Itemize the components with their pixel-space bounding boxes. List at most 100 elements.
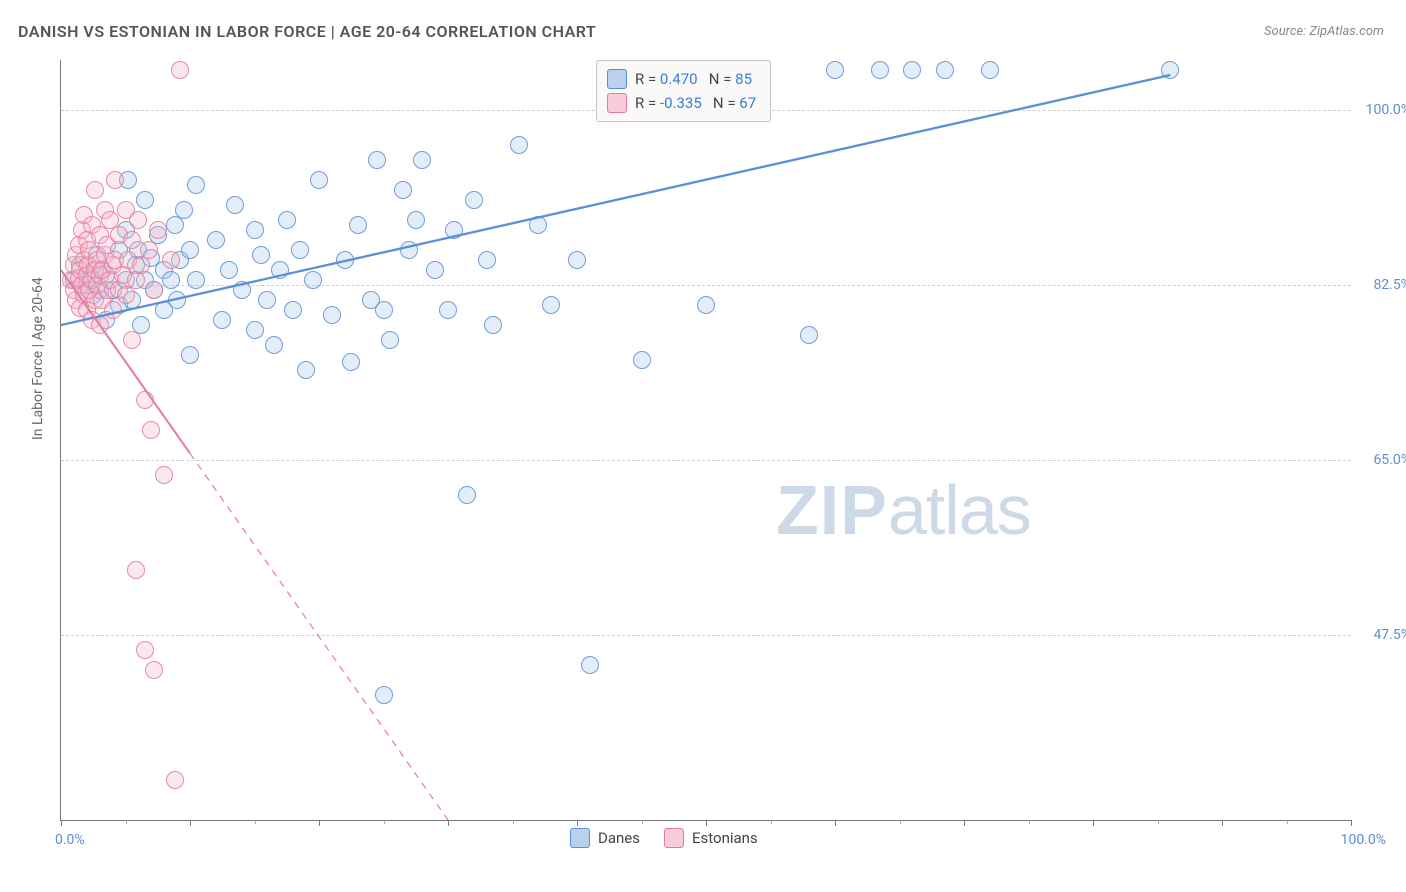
data-point bbox=[368, 151, 386, 169]
data-point bbox=[149, 221, 167, 239]
plot-area: R = 0.470 N = 85R = -0.335 N = 67 ZIPatl… bbox=[60, 60, 1351, 821]
data-point bbox=[136, 641, 154, 659]
y-tick-label: 100.0% bbox=[1356, 102, 1406, 118]
data-point bbox=[291, 241, 309, 259]
data-point bbox=[246, 221, 264, 239]
data-point bbox=[123, 331, 141, 349]
data-point bbox=[936, 61, 954, 79]
x-tick-minor bbox=[384, 820, 385, 824]
stats-row: R = 0.470 N = 85 bbox=[607, 67, 756, 91]
x-tick-minor bbox=[771, 820, 772, 824]
gridline bbox=[61, 635, 1351, 636]
data-point bbox=[265, 336, 283, 354]
data-point bbox=[304, 271, 322, 289]
data-point bbox=[246, 321, 264, 339]
x-tick bbox=[835, 820, 836, 826]
data-point bbox=[278, 211, 296, 229]
data-point bbox=[104, 301, 122, 319]
data-point bbox=[375, 686, 393, 704]
x-tick-minor bbox=[642, 820, 643, 824]
data-point bbox=[181, 346, 199, 364]
x-tick bbox=[448, 820, 449, 826]
stats-row: R = -0.335 N = 67 bbox=[607, 91, 756, 115]
x-tick bbox=[964, 820, 965, 826]
x-tick bbox=[1093, 820, 1094, 826]
data-point bbox=[140, 241, 158, 259]
data-point bbox=[162, 271, 180, 289]
data-point bbox=[155, 466, 173, 484]
data-point bbox=[381, 331, 399, 349]
data-point bbox=[91, 316, 109, 334]
data-point bbox=[1161, 61, 1179, 79]
data-point bbox=[127, 561, 145, 579]
data-point bbox=[166, 771, 184, 789]
data-point bbox=[336, 251, 354, 269]
data-point bbox=[413, 151, 431, 169]
y-tick-label: 47.5% bbox=[1356, 627, 1406, 643]
data-point bbox=[168, 291, 186, 309]
x-tick-minor bbox=[126, 820, 127, 824]
x-tick bbox=[1351, 820, 1352, 826]
data-point bbox=[129, 211, 147, 229]
gridline bbox=[61, 285, 1351, 286]
legend-label: Estonians bbox=[692, 829, 758, 847]
x-tick bbox=[190, 820, 191, 826]
x-tick-minor bbox=[513, 820, 514, 824]
data-point bbox=[484, 316, 502, 334]
x-tick-minor bbox=[900, 820, 901, 824]
data-point bbox=[145, 281, 163, 299]
data-point bbox=[226, 196, 244, 214]
data-point bbox=[323, 306, 341, 324]
data-point bbox=[136, 191, 154, 209]
data-point bbox=[252, 246, 270, 264]
data-point bbox=[697, 296, 715, 314]
data-point bbox=[394, 181, 412, 199]
x-tick bbox=[61, 820, 62, 826]
data-point bbox=[106, 171, 124, 189]
data-point bbox=[349, 216, 367, 234]
data-point bbox=[145, 661, 163, 679]
x-tick-minor bbox=[1029, 820, 1030, 824]
data-point bbox=[117, 286, 135, 304]
gridline bbox=[61, 460, 1351, 461]
source-attribution: Source: ZipAtlas.com bbox=[1264, 24, 1384, 39]
y-tick-label: 82.5% bbox=[1356, 277, 1406, 293]
stats-box: R = 0.470 N = 85R = -0.335 N = 67 bbox=[596, 60, 771, 122]
data-point bbox=[175, 201, 193, 219]
data-point bbox=[213, 311, 231, 329]
data-point bbox=[478, 251, 496, 269]
data-point bbox=[86, 181, 104, 199]
stats-text: R = -0.335 N = 67 bbox=[635, 91, 756, 115]
x-tick-minor bbox=[1158, 820, 1159, 824]
legend-swatch bbox=[664, 828, 684, 848]
data-point bbox=[171, 61, 189, 79]
y-axis-label: In Labor Force | Age 20-64 bbox=[30, 277, 46, 440]
data-point bbox=[903, 61, 921, 79]
x-tick bbox=[706, 820, 707, 826]
data-point bbox=[187, 176, 205, 194]
data-point bbox=[465, 191, 483, 209]
legend-swatch bbox=[570, 828, 590, 848]
data-point bbox=[220, 261, 238, 279]
data-point bbox=[258, 291, 276, 309]
data-point bbox=[529, 216, 547, 234]
trend-lines bbox=[61, 60, 1351, 820]
chart-title: DANISH VS ESTONIAN IN LABOR FORCE | AGE … bbox=[18, 22, 596, 41]
data-point bbox=[510, 136, 528, 154]
data-point bbox=[445, 221, 463, 239]
data-point bbox=[542, 296, 560, 314]
data-point bbox=[633, 351, 651, 369]
data-point bbox=[271, 261, 289, 279]
data-point bbox=[400, 241, 418, 259]
x-tick-minor bbox=[1287, 820, 1288, 824]
data-point bbox=[297, 361, 315, 379]
watermark-bold: ZIP bbox=[776, 471, 888, 549]
x-tick-minor bbox=[255, 820, 256, 824]
data-point bbox=[342, 353, 360, 371]
legend-label: Danes bbox=[598, 829, 640, 847]
data-point bbox=[871, 61, 889, 79]
y-tick-label: 65.0% bbox=[1356, 452, 1406, 468]
data-point bbox=[439, 301, 457, 319]
data-point bbox=[981, 61, 999, 79]
x-axis-label-left: 0.0% bbox=[55, 832, 85, 848]
